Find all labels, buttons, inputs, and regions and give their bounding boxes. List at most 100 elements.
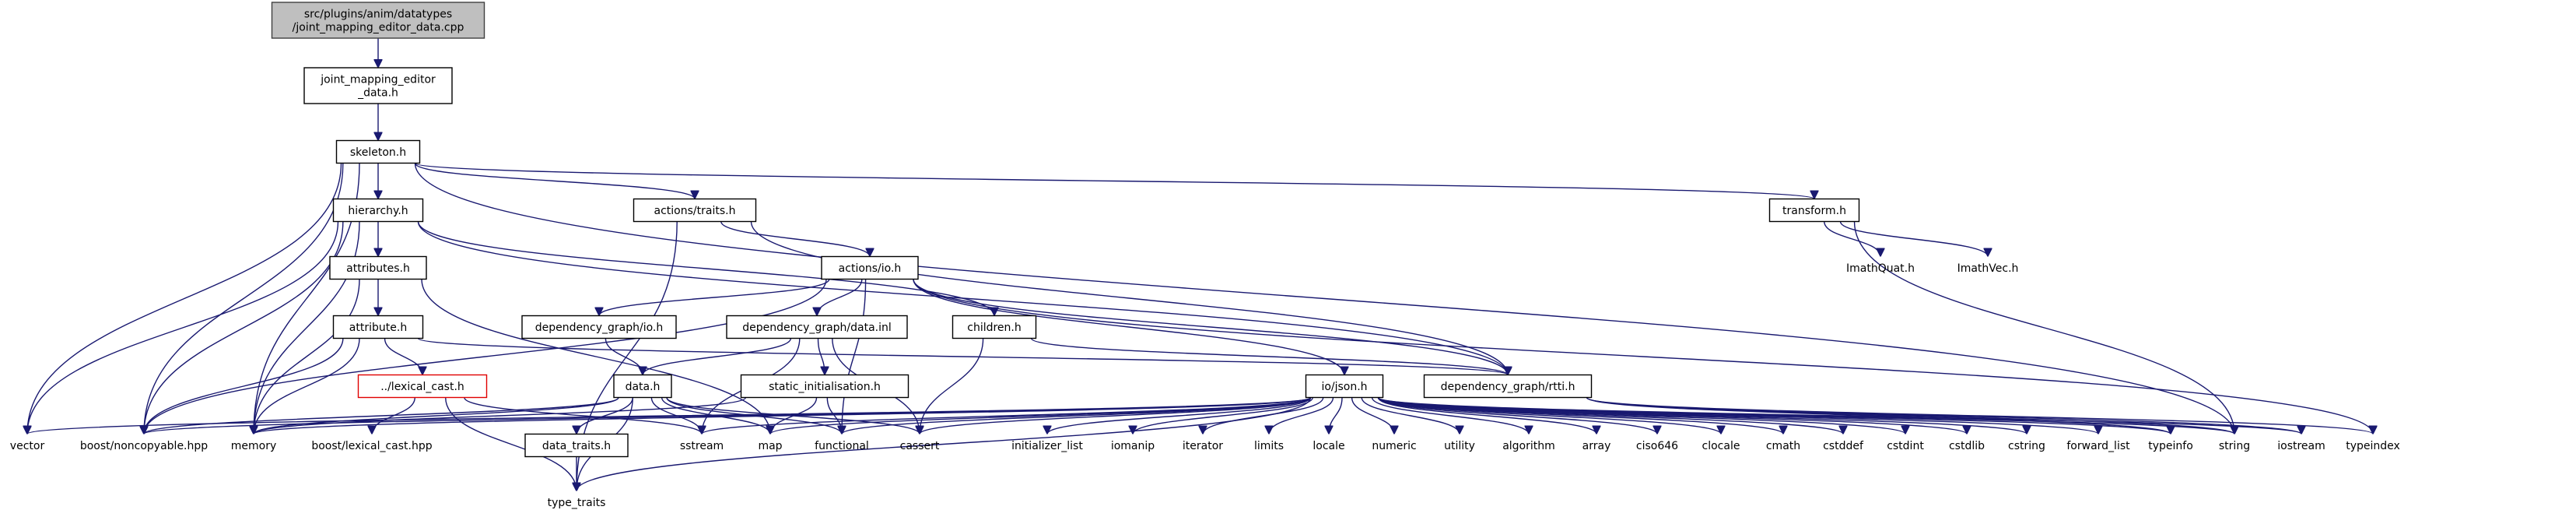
node-datatraits[interactable]: data_traits.h: [524, 433, 629, 458]
node-lexhpp: boost/lexical_cast.hpp: [311, 440, 432, 452]
node-clocale: clocale: [1702, 440, 1740, 452]
edge-json-to-numeric: [1351, 397, 1394, 434]
nodes-layer: src/plugins/anim/datatypes/joint_mapping…: [10, 2, 2400, 509]
node-locale: locale: [1313, 440, 1344, 452]
node-transform[interactable]: transform.h: [1768, 198, 1860, 223]
node-label-datatraits: data_traits.h: [542, 440, 611, 452]
edge-json-to-string: [1377, 396, 2235, 435]
node-children[interactable]: children.h: [952, 315, 1037, 339]
edge-depinl-to-datah: [643, 338, 792, 375]
edge-actionsio-to-depinl: [817, 279, 863, 316]
node-array: array: [1582, 440, 1611, 452]
edge-json-to-utility: [1361, 397, 1460, 434]
node-attributes[interactable]: attributes.h: [329, 255, 427, 280]
node-label-cstddef: cstddef: [1823, 440, 1864, 452]
node-label-noncopy: boost/noncopyable.hpp: [80, 440, 208, 452]
edge-json-to-typetraits: [577, 397, 1312, 491]
node-box-attribute: [332, 315, 424, 339]
node-label-iterator: iterator: [1183, 440, 1223, 452]
edge-transform-to-string: [1853, 221, 2235, 434]
node-box-root: [271, 2, 485, 39]
node-jmed[interactable]: joint_mapping_editor_data.h: [303, 67, 453, 104]
node-imathquat: ImathQuat.h: [1846, 262, 1915, 275]
node-rtti[interactable]: dependency_graph/rtti.h: [1423, 374, 1593, 399]
node-lexical[interactable]: ../lexical_cast.h: [357, 374, 488, 399]
edge-skeleton-to-string: [414, 163, 2235, 434]
edge-attribute-to-noncopy: [144, 338, 344, 434]
edge-hierarchy-to-vector: [27, 221, 339, 434]
node-json[interactable]: io/json.h: [1305, 374, 1384, 399]
node-attribute[interactable]: attribute.h: [332, 315, 424, 339]
node-label-initlist: initializer_list: [1011, 440, 1083, 452]
node-label-array: array: [1582, 440, 1611, 452]
node-box-depinl: [726, 315, 908, 339]
edge-json-to-iostream: [1377, 396, 2302, 435]
edge-transform-to-imathquat: [1824, 221, 1880, 257]
node-label-atraits: actions/traits.h: [654, 205, 736, 217]
node-atraits[interactable]: actions/traits.h: [633, 198, 757, 223]
node-numeric: numeric: [1372, 440, 1416, 452]
node-ciso646: ciso646: [1636, 440, 1678, 452]
node-label-cstring: cstring: [2008, 440, 2045, 452]
node-algorithm: algorithm: [1502, 440, 1555, 452]
node-string: string: [2219, 440, 2250, 452]
edge-json-to-map: [770, 396, 1312, 435]
edge-json-to-cassert: [920, 396, 1312, 435]
edge-json-to-initlist: [1047, 397, 1312, 434]
edge-atraits-to-rtti: [750, 221, 1509, 375]
node-typetraits: type_traits: [548, 497, 606, 509]
node-box-hierarchy: [332, 198, 424, 223]
edge-actionsio-to-typeindex: [913, 279, 2373, 434]
node-label-transform: transform.h: [1782, 205, 1846, 217]
node-iterator: iterator: [1183, 440, 1223, 452]
node-box-transform: [1768, 198, 1860, 223]
node-label-depinl: dependency_graph/data.inl: [742, 322, 892, 334]
edge-attribute-to-rtti: [417, 337, 1509, 376]
node-label-lexhpp: boost/lexical_cast.hpp: [311, 440, 432, 452]
edge-actionsio-to-noncopy: [144, 279, 827, 434]
node-staticinit[interactable]: static_initialisation.h: [740, 374, 909, 399]
edge-skeleton-to-transform: [414, 162, 1815, 200]
node-hierarchy[interactable]: hierarchy.h: [332, 198, 424, 223]
edge-skeleton-to-vector: [27, 163, 342, 434]
node-box-depio: [521, 315, 677, 339]
node-root[interactable]: src/plugins/anim/datatypes/joint_mapping…: [271, 2, 485, 39]
node-typeinfo: typeinfo: [2148, 440, 2193, 452]
node-fwdlist: forward_list: [2066, 440, 2130, 452]
edge-actionsio-to-depio: [599, 279, 830, 316]
node-label-attribute: attribute.h: [349, 322, 407, 334]
node-label-functional: functional: [815, 440, 869, 452]
node-depio[interactable]: dependency_graph/io.h: [521, 315, 677, 339]
edge-actionsio-to-rtti: [913, 279, 1508, 375]
node-box-datatraits: [524, 433, 629, 458]
node-actionsio[interactable]: actions/io.h: [821, 255, 919, 280]
node-label-actionsio: actions/io.h: [839, 262, 902, 275]
edge-datah-to-noncopy: [144, 396, 619, 435]
node-cmath: cmath: [1766, 440, 1800, 452]
node-datah[interactable]: data.h: [613, 374, 672, 399]
edge-attributes-to-memory: [254, 279, 360, 434]
node-depinl[interactable]: dependency_graph/data.inl: [726, 315, 908, 339]
node-box-atraits: [633, 198, 757, 223]
node-label-hierarchy: hierarchy.h: [348, 205, 408, 217]
edge-attribute-to-memory: [254, 338, 360, 434]
node-label-iomanip: iomanip: [1111, 440, 1155, 452]
node-functional: functional: [815, 440, 869, 452]
node-vector: vector: [10, 440, 45, 452]
edge-json-to-limits: [1269, 397, 1334, 434]
node-label-string: string: [2219, 440, 2250, 452]
edge-json-to-algorithm: [1371, 397, 1529, 434]
edge-json-to-ciso646: [1377, 397, 1658, 434]
node-cstring: cstring: [2008, 440, 2045, 452]
node-skeleton[interactable]: skeleton.h: [335, 139, 421, 164]
node-label-root: /joint_mapping_editor_data.cpp: [293, 22, 464, 34]
node-cassert: cassert: [900, 440, 940, 452]
edge-json-to-iomanip: [1133, 397, 1313, 434]
node-label-staticinit: static_initialisation.h: [769, 381, 881, 393]
node-label-utility: utility: [1444, 440, 1475, 452]
node-label-cstdlib: cstdlib: [1949, 440, 1985, 452]
node-cstdlib: cstdlib: [1949, 440, 1985, 452]
node-label-lexical: ../lexical_cast.h: [380, 381, 464, 393]
node-label-cassert: cassert: [900, 440, 940, 452]
